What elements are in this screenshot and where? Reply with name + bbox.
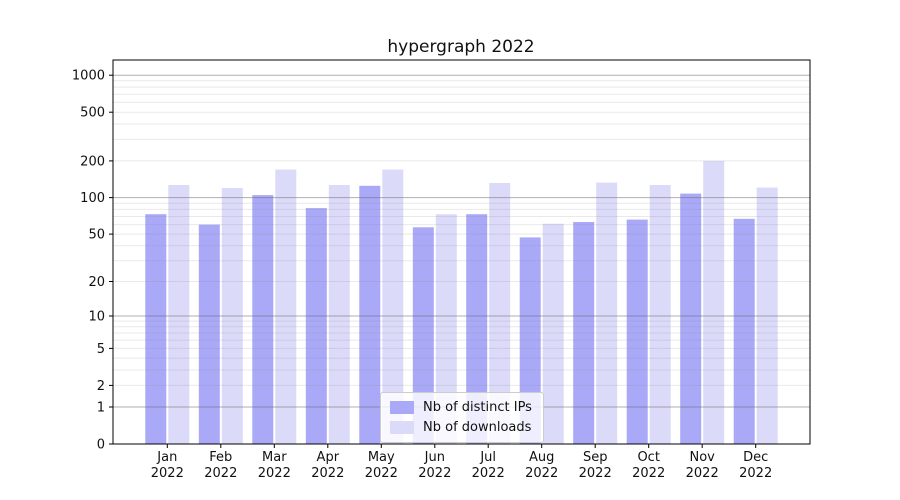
bar-nb-of-distinct-ips-oct-2022	[626, 219, 648, 444]
bar-nb-of-distinct-ips-apr-2022	[305, 208, 327, 444]
bar-nb-of-downloads-jun-2022	[435, 214, 457, 444]
bar-nb-of-downloads-may-2022	[382, 169, 404, 444]
x-tick-label: Jun 2022	[418, 450, 451, 481]
bar-nb-of-distinct-ips-jun-2022	[412, 227, 434, 444]
x-tick-label: Jan 2022	[151, 450, 184, 481]
bar-nb-of-distinct-ips-feb-2022	[198, 224, 220, 444]
plot-spines	[112, 59, 811, 445]
bar-nb-of-distinct-ips-dec-2022	[733, 218, 755, 444]
axes-layer: 0 1 2 5 10 20 50 100 200 500 1000 Jan 2022 Feb 2022 Mar…	[72, 59, 811, 481]
legend-item-downloads: Nb of downloads	[390, 419, 534, 436]
bar-nb-of-downloads-apr-2022	[328, 185, 350, 444]
bar-nb-of-downloads-oct-2022	[649, 185, 671, 444]
bar-nb-of-downloads-nov-2022	[703, 160, 725, 444]
legend-swatch-distinct-ips	[390, 401, 414, 414]
legend-item-distinct-ips: Nb of distinct IPs	[390, 399, 534, 416]
x-tick-label: Nov 2022	[686, 450, 719, 481]
y-tick-label: 500	[80, 106, 105, 121]
bar-nb-of-distinct-ips-may-2022	[359, 185, 381, 445]
legend-swatch-downloads	[390, 421, 414, 434]
bar-nb-of-distinct-ips-sep-2022	[573, 222, 595, 444]
bar-nb-of-downloads-mar-2022	[275, 169, 297, 444]
y-tick-label: 5	[97, 342, 105, 357]
legend: Nb of distinct IPs Nb of downloads	[380, 392, 544, 443]
bar-nb-of-distinct-ips-nov-2022	[680, 193, 702, 444]
y-tick-label: 0	[97, 438, 105, 453]
x-tick-label: Sep 2022	[579, 450, 612, 481]
y-tick-label: 50	[88, 228, 105, 243]
y-tick-label: 2	[97, 379, 105, 394]
x-tick-label: Jul 2022	[472, 450, 505, 481]
bar-nb-of-downloads-sep-2022	[596, 182, 618, 444]
x-tick-label: Apr 2022	[311, 450, 344, 481]
x-tick-label: Dec 2022	[739, 450, 772, 481]
legend-label-distinct-ips: Nb of distinct IPs	[423, 400, 532, 415]
grid-layer	[113, 74, 810, 408]
chart-title: hypergraph 2022	[387, 37, 534, 57]
y-tick-label: 200	[80, 154, 105, 169]
y-tick-label: 20	[88, 275, 105, 290]
bar-nb-of-distinct-ips-mar-2022	[252, 195, 274, 444]
bars-layer	[145, 160, 778, 445]
bar-nb-of-downloads-jul-2022	[489, 183, 511, 444]
legend-label-downloads: Nb of downloads	[423, 420, 532, 435]
x-tick-label: Feb 2022	[204, 450, 237, 481]
x-tick-label: May 2022	[365, 450, 398, 481]
x-tick-label: Oct 2022	[632, 450, 665, 481]
y-tick-label: 1000	[72, 69, 105, 84]
bar-nb-of-downloads-jan-2022	[168, 185, 190, 444]
bar-nb-of-distinct-ips-jul-2022	[466, 214, 488, 444]
y-tick-label: 10	[88, 310, 105, 325]
y-tick-label: 100	[80, 191, 105, 206]
x-tick-label: Aug 2022	[525, 450, 558, 481]
y-tick-label: 1	[97, 401, 105, 416]
x-tick-label: Mar 2022	[258, 450, 291, 481]
bar-nb-of-distinct-ips-jan-2022	[145, 214, 167, 444]
bar-nb-of-downloads-aug-2022	[542, 223, 564, 444]
